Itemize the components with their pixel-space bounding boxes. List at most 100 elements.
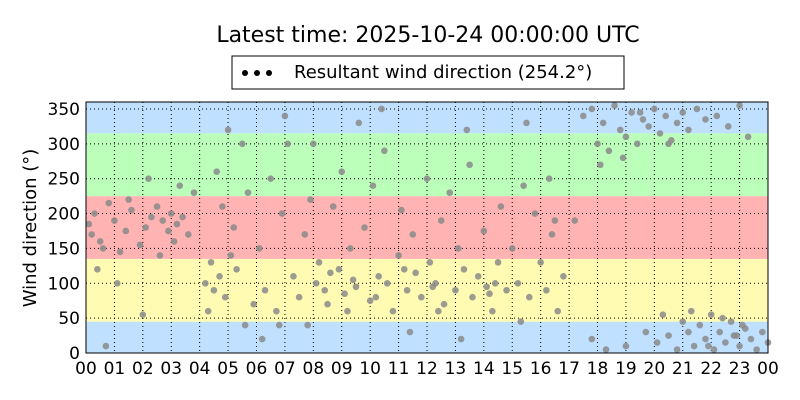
- data-point: [105, 199, 113, 207]
- data-point: [665, 332, 672, 339]
- data-point: [361, 224, 368, 231]
- x-tick-label: 00: [757, 359, 779, 379]
- data-point: [633, 140, 641, 148]
- data-point: [179, 213, 186, 221]
- x-tick-label: 22: [700, 359, 722, 379]
- data-point: [341, 290, 348, 298]
- data-point: [520, 182, 527, 189]
- data-point: [227, 252, 235, 259]
- data-point: [321, 286, 329, 294]
- data-point: [352, 283, 360, 291]
- x-tick-label: 02: [132, 359, 154, 379]
- data-point: [594, 140, 601, 148]
- data-point: [736, 102, 743, 109]
- data-point: [474, 273, 482, 280]
- data-point: [278, 210, 286, 217]
- data-point: [128, 206, 135, 214]
- x-tick-label: 20: [644, 359, 666, 379]
- data-point: [315, 259, 323, 266]
- data-point: [153, 203, 161, 210]
- data-point: [307, 196, 314, 203]
- data-point: [523, 119, 530, 127]
- data-point: [526, 293, 533, 301]
- data-point: [267, 175, 275, 182]
- x-tick-label: 11: [388, 359, 410, 379]
- data-point: [679, 318, 687, 325]
- data-point: [616, 126, 624, 134]
- data-point: [125, 196, 132, 203]
- data-point: [216, 273, 223, 280]
- x-tick-label: 15: [501, 359, 523, 379]
- data-point: [148, 213, 155, 221]
- data-point: [687, 307, 695, 315]
- data-point: [597, 161, 604, 169]
- data-point: [656, 130, 664, 137]
- data-point: [426, 259, 434, 266]
- x-tick-label: 07: [274, 359, 296, 379]
- x-tick-label: 12: [416, 359, 438, 379]
- data-point: [346, 245, 354, 252]
- data-point: [250, 300, 257, 308]
- data-point: [96, 238, 104, 245]
- data-point: [383, 279, 391, 287]
- data-point: [219, 203, 226, 210]
- data-point: [503, 286, 510, 294]
- data-point: [753, 346, 760, 353]
- x-tick-label: 08: [303, 359, 325, 379]
- data-point: [710, 346, 718, 353]
- data-point: [489, 307, 496, 315]
- data-point: [452, 286, 459, 294]
- data-point: [310, 140, 317, 148]
- data-point: [705, 342, 712, 350]
- x-tick-label: 05: [217, 359, 239, 379]
- chart-title: Latest time: 2025-10-24 00:00:00 UTC: [216, 23, 639, 48]
- data-point: [491, 279, 499, 287]
- data-point: [372, 293, 380, 301]
- x-tick-label: 14: [473, 359, 495, 379]
- data-point: [290, 273, 297, 280]
- data-point: [685, 328, 692, 336]
- data-point: [545, 175, 553, 182]
- data-point: [730, 332, 738, 339]
- data-point: [537, 259, 544, 266]
- y-tick-label: 250: [48, 170, 80, 190]
- data-point: [418, 293, 425, 301]
- data-point: [696, 321, 704, 329]
- data-point: [403, 286, 411, 294]
- data-point: [338, 168, 346, 176]
- data-point: [713, 112, 721, 120]
- data-point: [136, 241, 144, 249]
- x-tick-label: 19: [615, 359, 637, 379]
- data-point: [673, 119, 681, 127]
- data-point: [190, 189, 198, 196]
- data-point: [327, 269, 334, 277]
- data-point: [707, 311, 715, 318]
- data-point: [639, 116, 647, 123]
- data-point: [111, 217, 118, 224]
- data-point: [329, 203, 337, 210]
- data-point: [679, 109, 687, 116]
- data-point: [588, 105, 596, 113]
- x-tick-label: 00: [75, 359, 97, 379]
- data-point: [454, 245, 462, 252]
- data-point: [423, 175, 431, 182]
- data-point: [651, 105, 658, 113]
- x-tick-label: 13: [445, 359, 467, 379]
- data-point: [437, 217, 445, 224]
- data-point: [156, 252, 164, 259]
- legend-box: [231, 55, 625, 90]
- legend-marker: [242, 70, 248, 76]
- data-point: [116, 248, 124, 256]
- x-tick-label: 16: [530, 359, 552, 379]
- data-point: [295, 293, 303, 301]
- data-point: [202, 279, 209, 287]
- data-point: [446, 189, 454, 196]
- y-tick-label: 200: [48, 205, 80, 225]
- data-point: [702, 335, 709, 343]
- data-point: [281, 112, 289, 120]
- data-point: [355, 119, 363, 127]
- legend-marker: [266, 70, 272, 76]
- y-tick-label: 300: [48, 135, 80, 155]
- data-point: [429, 283, 436, 291]
